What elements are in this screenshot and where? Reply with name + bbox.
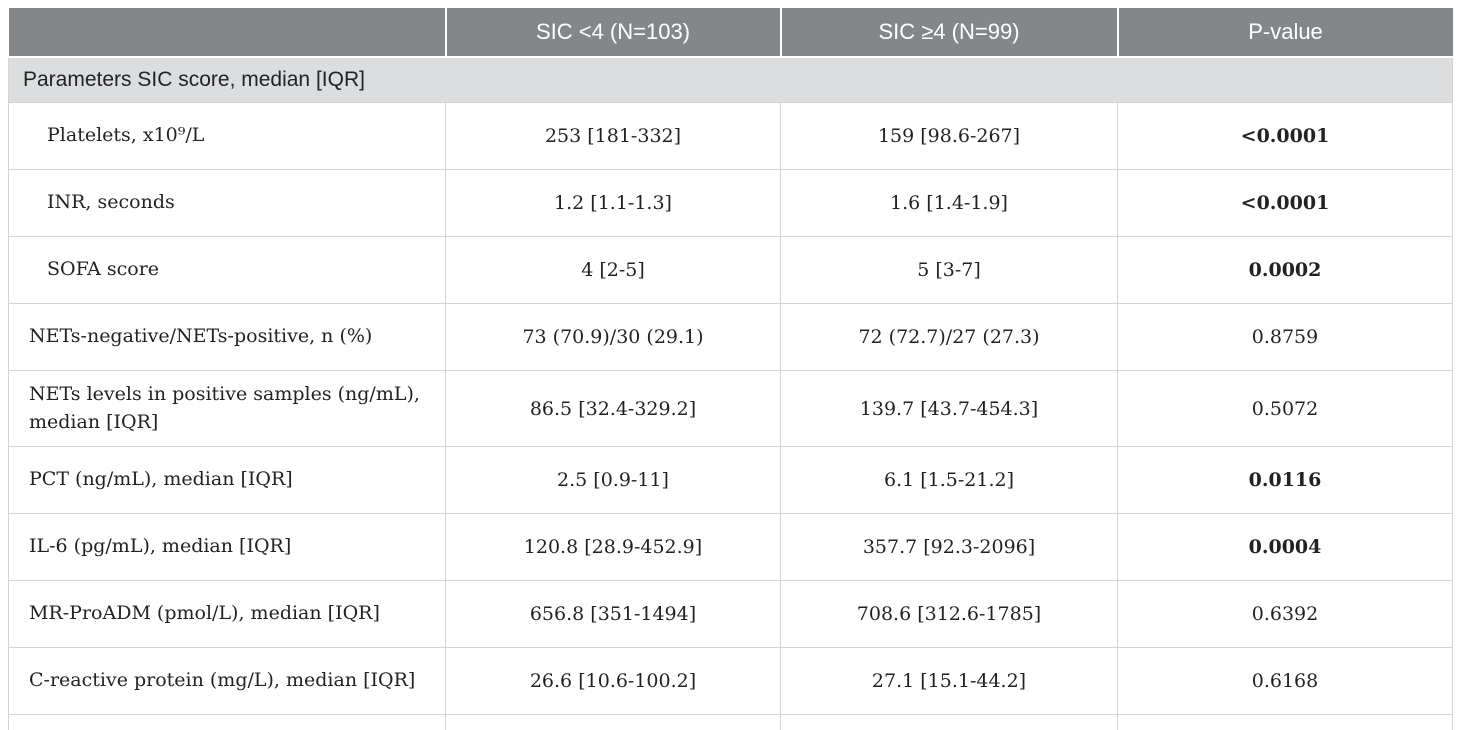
value-sic-lt4: 86.5 [32.4-329.2] xyxy=(445,369,781,448)
header-sic-ge4: SIC ≥4 (N=99) xyxy=(779,8,1118,58)
p-value: 0.6392 xyxy=(1117,580,1453,649)
value-sic-lt4: 2.5 [0.9-11] xyxy=(445,446,781,515)
value-sic-ge4: 72 (72.7)/27 (27.3) xyxy=(780,303,1118,371)
value-sic-ge4: 1.8 [1.2-2.9] xyxy=(780,714,1118,730)
value-sic-ge4: 5 [3-7] xyxy=(780,236,1118,304)
table-row: NETs-negative/NETs-positive, n (%) 73 (70… xyxy=(8,303,1453,371)
value-sic-lt4: 4 [2-5] xyxy=(445,236,781,304)
header-empty-cell xyxy=(8,8,446,58)
row-label: SOFA score xyxy=(8,236,446,304)
section-header-row: Parameters SIC score, median [IQR] xyxy=(8,57,1453,103)
table-row: PCT (ng/mL), median [IQR] 2.5 [0.9-11] 6.1… xyxy=(8,446,1453,515)
value-sic-ge4: 139.7 [43.7-454.3] xyxy=(780,369,1118,448)
sic-comparison-table: SIC <4 (N=103) SIC ≥4 (N=99) P-value Par… xyxy=(8,8,1453,730)
row-label: INR, seconds xyxy=(8,169,446,237)
table-header: SIC <4 (N=103) SIC ≥4 (N=99) P-value xyxy=(8,8,1453,58)
p-value: <0.0001 xyxy=(1117,102,1453,170)
row-label: Lactate (mmol/L), median [IQR] xyxy=(8,714,446,730)
row-label: Platelets, x10⁹/L xyxy=(8,102,446,170)
value-sic-lt4: 1.8 [1.2-2.8] xyxy=(445,714,781,730)
value-sic-ge4: 708.6 [312.6-1785] xyxy=(780,580,1118,649)
value-sic-lt4: 1.2 [1.1-1.3] xyxy=(445,169,781,237)
table-row: Lactate (mmol/L), median [IQR]1.8 [1.2-2… xyxy=(8,714,1453,730)
value-sic-lt4: 26.6 [10.6-100.2] xyxy=(445,647,781,716)
row-label: NETs levels in positive samples (ng/mL),… xyxy=(8,369,446,448)
p-value: 0.0004 xyxy=(1117,513,1453,582)
table-row: INR, seconds 1.2 [1.1-1.3] 1.6 [1.4-1.9] <0… xyxy=(8,169,1453,237)
table-row: C-reactive protein (mg/L), median [IQR] 2… xyxy=(8,647,1453,716)
p-value: 0.5072 xyxy=(1117,369,1453,448)
value-sic-ge4: 1.6 [1.4-1.9] xyxy=(780,169,1118,237)
p-value: 0.0116 xyxy=(1117,446,1453,515)
p-value: 0.8759 xyxy=(1117,303,1453,371)
value-sic-ge4: 357.7 [92.3-2096] xyxy=(780,513,1118,582)
row-label: PCT (ng/mL), median [IQR] xyxy=(8,446,446,515)
header-p-value: P-value xyxy=(1116,8,1453,58)
p-value: <0.0001 xyxy=(1117,169,1453,237)
p-value: 0.0002 xyxy=(1117,236,1453,304)
header-row: SIC <4 (N=103) SIC ≥4 (N=99) P-value xyxy=(8,8,1453,58)
value-sic-lt4: 120.8 [28.9-452.9] xyxy=(445,513,781,582)
table-row: Platelets, x10⁹/L 253 [181-332] 159 [98.6-… xyxy=(8,102,1453,170)
row-label: NETs-negative/NETs-positive, n (%) xyxy=(8,303,446,371)
table-row: IL-6 (pg/mL), median [IQR] 120.8 [28.9-45… xyxy=(8,513,1453,582)
value-sic-ge4: 6.1 [1.5-21.2] xyxy=(780,446,1118,515)
p-value: 0.6119 xyxy=(1117,714,1453,730)
header-sic-lt4: SIC <4 (N=103) xyxy=(444,8,781,58)
section-header-label: Parameters SIC score, median [IQR] xyxy=(8,57,1453,103)
row-label: MR-ProADM (pmol/L), median [IQR] xyxy=(8,580,446,649)
p-value: 0.6168 xyxy=(1117,647,1453,716)
row-label: IL-6 (pg/mL), median [IQR] xyxy=(8,513,446,582)
table-body: Parameters SIC score, median [IQR] Plate… xyxy=(8,57,1453,730)
value-sic-ge4: 159 [98.6-267] xyxy=(780,102,1118,170)
value-sic-lt4: 73 (70.9)/30 (29.1) xyxy=(445,303,781,371)
table-row: NETs levels in positive samples (ng/mL),… xyxy=(8,369,1453,448)
table-row: SOFA score 4 [2-5] 5 [3-7] 0.0002 xyxy=(8,236,1453,304)
value-sic-ge4: 27.1 [15.1-44.2] xyxy=(780,647,1118,716)
value-sic-lt4: 253 [181-332] xyxy=(445,102,781,170)
table-row: MR-ProADM (pmol/L), median [IQR] 656.8 [3… xyxy=(8,580,1453,649)
value-sic-lt4: 656.8 [351-1494] xyxy=(445,580,781,649)
row-label: C-reactive protein (mg/L), median [IQR] xyxy=(8,647,446,716)
